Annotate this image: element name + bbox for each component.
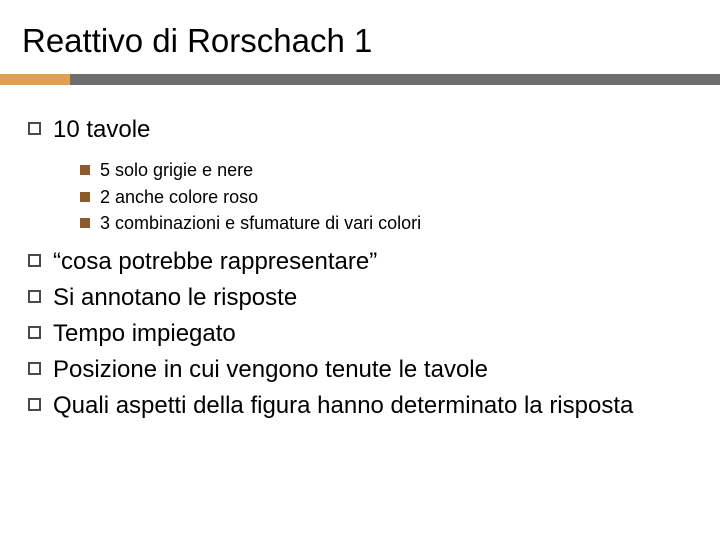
square-bullet-icon (28, 326, 41, 339)
sublist-item: 2 anche colore roso (80, 186, 692, 209)
square-bullet-icon (28, 122, 41, 135)
square-bullet-icon (28, 290, 41, 303)
accent-bar-left (0, 74, 70, 85)
list-item-text: 10 tavole (53, 115, 150, 145)
square-bullet-icon (28, 362, 41, 375)
filled-square-bullet-icon (80, 192, 90, 202)
sublist: 5 solo grigie e nere 2 anche colore roso… (28, 151, 692, 247)
filled-square-bullet-icon (80, 165, 90, 175)
list-item-text: Tempo impiegato (53, 319, 236, 349)
square-bullet-icon (28, 398, 41, 411)
list-item: Posizione in cui vengono tenute le tavol… (28, 355, 692, 385)
sublist-item-text: 3 combinazioni e sfumature di vari color… (100, 212, 421, 235)
accent-bar-right (70, 74, 720, 85)
slide-content: 10 tavole 5 solo grigie e nere 2 anche c… (0, 85, 720, 421)
list-item: 10 tavole (28, 115, 692, 145)
list-item: Si annotano le risposte (28, 283, 692, 313)
sublist-item: 5 solo grigie e nere (80, 159, 692, 182)
list-item-text: Posizione in cui vengono tenute le tavol… (53, 355, 488, 385)
list-item-text: “cosa potrebbe rappresentare” (53, 247, 377, 277)
sublist-item-text: 2 anche colore roso (100, 186, 258, 209)
list-item-text: Si annotano le risposte (53, 283, 297, 313)
slide-title: Reattivo di Rorschach 1 (0, 0, 720, 74)
list-item: Tempo impiegato (28, 319, 692, 349)
square-bullet-icon (28, 254, 41, 267)
filled-square-bullet-icon (80, 218, 90, 228)
list-item: Quali aspetti della figura hanno determi… (28, 391, 692, 421)
list-item-text: Quali aspetti della figura hanno determi… (53, 391, 633, 421)
accent-bar (0, 74, 720, 85)
sublist-item: 3 combinazioni e sfumature di vari color… (80, 212, 692, 235)
sublist-item-text: 5 solo grigie e nere (100, 159, 253, 182)
list-item: “cosa potrebbe rappresentare” (28, 247, 692, 277)
